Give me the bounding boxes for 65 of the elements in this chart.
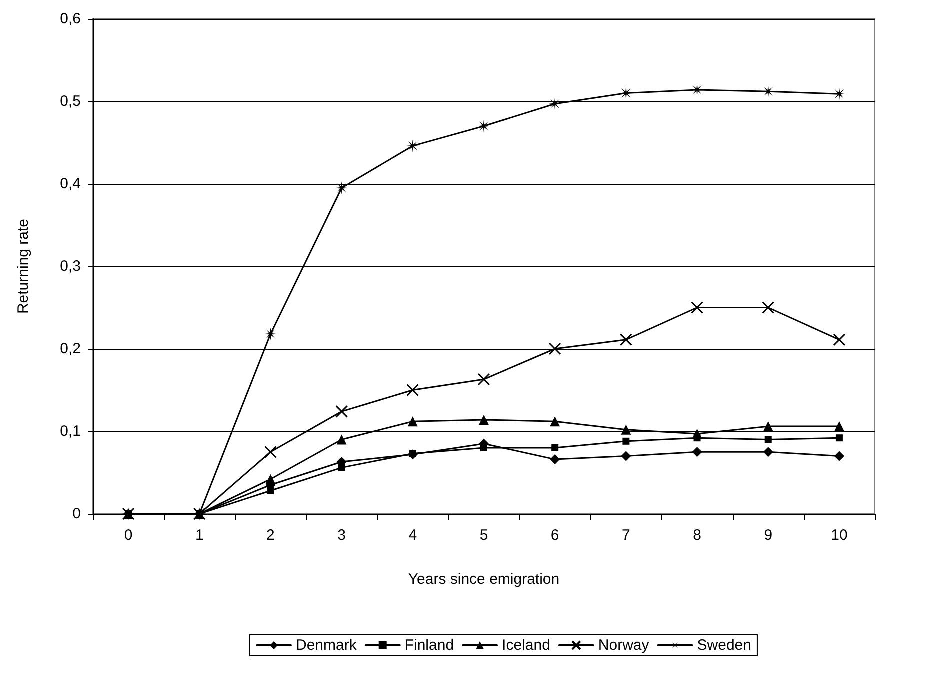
x-tick-label: 9 — [764, 527, 773, 544]
y-tick-label: 0,5 — [60, 93, 81, 110]
legend-label: Sweden — [697, 637, 752, 654]
legend-label: Denmark — [296, 637, 358, 654]
y-tick-label: 0,3 — [60, 258, 81, 275]
point — [834, 422, 844, 432]
point — [621, 424, 632, 435]
point — [691, 302, 704, 314]
point — [478, 120, 490, 133]
y-tick-label: 0,1 — [60, 423, 81, 440]
x-tick-label: 3 — [338, 527, 346, 544]
x-tick-label: 1 — [195, 527, 204, 544]
point — [409, 450, 416, 458]
point — [264, 328, 278, 341]
y-tick-label: 0 — [72, 506, 81, 522]
legend-label: Iceland — [502, 637, 550, 654]
point — [690, 83, 704, 96]
legend-label: Norway — [598, 637, 650, 654]
point — [763, 447, 774, 458]
point — [621, 451, 632, 462]
point — [764, 436, 772, 444]
point — [762, 302, 775, 314]
x-tick-label: 6 — [550, 527, 560, 544]
point — [406, 384, 420, 396]
point — [336, 434, 347, 445]
point — [550, 454, 560, 465]
point — [408, 416, 418, 427]
point — [335, 182, 348, 195]
point — [552, 444, 559, 452]
point — [833, 334, 846, 346]
point — [692, 447, 702, 458]
point — [620, 86, 633, 100]
x-axis-title: Years since emigration — [408, 571, 560, 588]
y-tick-label: 0,4 — [60, 176, 81, 192]
point — [548, 342, 562, 356]
point — [336, 405, 348, 418]
point — [478, 373, 490, 386]
x-tick-label: 10 — [831, 527, 848, 544]
point — [834, 451, 844, 462]
point — [622, 438, 630, 445]
x-tick-label: 5 — [480, 527, 488, 544]
point — [762, 85, 775, 98]
y-tick-label: 0,6 — [60, 10, 81, 28]
point — [550, 416, 560, 427]
legend-label: Finland — [404, 637, 454, 654]
point — [266, 474, 276, 484]
x-tick-label: 4 — [408, 527, 418, 544]
point — [620, 334, 632, 346]
point — [338, 464, 346, 472]
point — [479, 414, 489, 425]
x-tick-label: 8 — [693, 527, 702, 544]
point — [406, 140, 420, 153]
x-tick-label: 7 — [622, 527, 630, 544]
x-tick-label: 0 — [124, 527, 133, 544]
point — [763, 422, 774, 432]
y-tick-label: 0,2 — [60, 340, 81, 358]
point — [548, 97, 562, 110]
point — [267, 487, 274, 494]
point — [264, 446, 277, 458]
point — [692, 428, 702, 439]
point — [832, 88, 846, 101]
point — [836, 434, 843, 442]
y-axis-title: Returning rate — [15, 218, 32, 314]
x-tick-label: 2 — [266, 527, 275, 544]
point — [480, 444, 488, 452]
